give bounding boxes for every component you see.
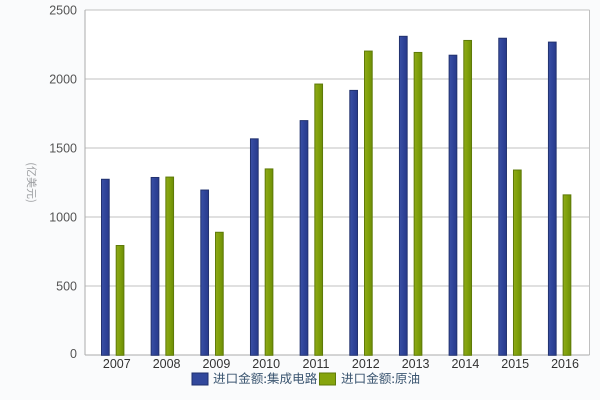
svg-text:2014: 2014 <box>451 357 479 371</box>
svg-text:500: 500 <box>56 279 77 293</box>
svg-text:0: 0 <box>70 347 77 361</box>
svg-text:2015: 2015 <box>501 357 529 371</box>
svg-text:1500: 1500 <box>49 141 77 155</box>
svg-text:2009: 2009 <box>202 357 230 371</box>
svg-text:2013: 2013 <box>402 357 430 371</box>
svg-text:2016: 2016 <box>551 357 579 371</box>
svg-text:2000: 2000 <box>49 72 77 86</box>
svg-text:2008: 2008 <box>153 357 181 371</box>
svg-text:2011: 2011 <box>303 357 330 371</box>
svg-text:2012: 2012 <box>352 357 380 371</box>
svg-text:2500: 2500 <box>49 3 77 17</box>
svg-text:1000: 1000 <box>49 210 77 224</box>
svg-text:2010: 2010 <box>252 357 280 371</box>
svg-text:2007: 2007 <box>103 357 131 371</box>
